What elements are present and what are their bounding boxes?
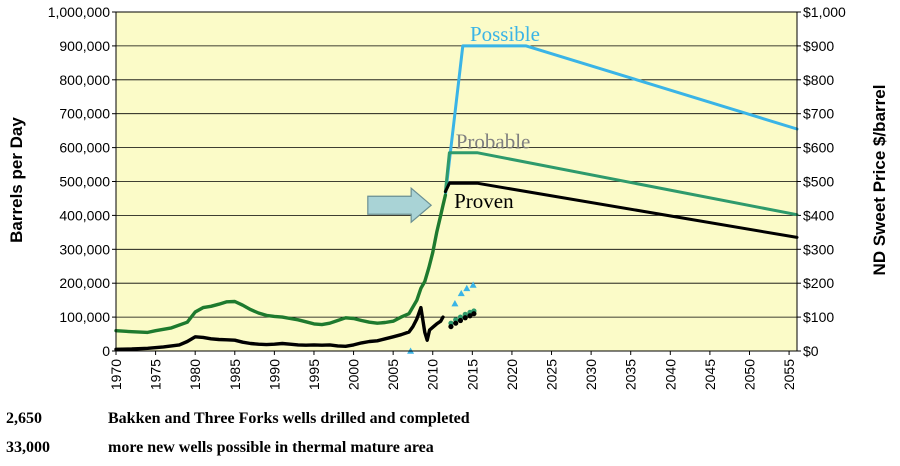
- right-tick-label: $300: [803, 241, 834, 257]
- left-axis-label: Barrels per Day: [7, 117, 26, 243]
- note-wells-possible-number: 33,000: [6, 439, 50, 456]
- series-7-point: [471, 311, 477, 317]
- right-tick-label: $100: [803, 309, 834, 325]
- right-tick-label: $500: [803, 174, 834, 190]
- right-tick-label: $700: [803, 106, 834, 122]
- series-1-line: [443, 151, 799, 217]
- right-axis-label: ND Sweet Price $/barrel: [870, 85, 889, 276]
- left-tick-label: 300,000: [59, 241, 110, 257]
- right-tick-label: $0: [803, 343, 819, 359]
- x-tick-label: 2030: [583, 359, 599, 390]
- x-tick-label: 2035: [623, 359, 639, 390]
- series: [114, 44, 799, 354]
- series-5-point: [469, 281, 477, 288]
- note-wells-drilled: 2,650 Bakken and Three Forks wells drille…: [6, 410, 470, 428]
- x-tick-label: 2005: [385, 359, 401, 390]
- x-tick-label: 2000: [346, 359, 362, 390]
- series-7-point: [467, 313, 473, 319]
- plot-border: [115, 11, 798, 352]
- series-7-point: [453, 320, 459, 326]
- x-tick-label: 1970: [108, 359, 124, 390]
- series-3-line: [114, 193, 448, 335]
- arrow-mark: [367, 186, 433, 224]
- x-tick-label: 2040: [662, 359, 678, 390]
- left-axis-ticks: 0 100,000 200,000 300,000 400,000 500,000 600,…: [48, 4, 116, 359]
- series-label-proven: Proven: [454, 189, 514, 213]
- x-tick-label: 2025: [544, 359, 560, 390]
- note-wells-possible-text: more new wells possible in thermal matur…: [108, 439, 434, 456]
- left-tick-label: 400,000: [59, 207, 110, 223]
- chart: 0 100,000 200,000 300,000 400,000 500,000 600,…: [7, 4, 889, 390]
- right-axis-ticks: $0 $100 $200 $300 $400 $500 $600 $700 $800 $900 $1…: [797, 4, 846, 359]
- series-labels: Possible Probable Proven: [454, 22, 540, 213]
- x-tick-label: 1975: [148, 359, 164, 390]
- x-tick-label: 1980: [187, 359, 203, 390]
- gridlines: [116, 45, 797, 318]
- note-wells-possible: 33,000 more new wells possible in thermal…: [6, 439, 434, 457]
- right-tick-label: $400: [803, 207, 834, 223]
- left-tick-label: 700,000: [59, 106, 110, 122]
- left-tick-label: 600,000: [59, 140, 110, 156]
- series-7-point: [448, 323, 454, 330]
- x-tick-label: 2020: [504, 359, 520, 390]
- right-tick-label: $1,000: [803, 4, 846, 20]
- left-tick-label: 500,000: [59, 174, 110, 190]
- series-5-point: [451, 300, 459, 307]
- note-wells-drilled-text: Bakken and Three Forks wells drilled and…: [108, 410, 470, 427]
- x-tick-label: 1995: [306, 359, 322, 390]
- series-5-point: [457, 289, 465, 297]
- series-label-possible: Possible: [470, 22, 540, 46]
- x-tick-label: 2010: [425, 359, 441, 390]
- x-tick-label: 2055: [781, 359, 797, 390]
- note-wells-drilled-number: 2,650: [6, 410, 42, 427]
- series-4-line: [114, 305, 445, 351]
- series-0-line: [443, 44, 799, 197]
- left-tick-label: 1,000,000: [48, 4, 110, 20]
- left-tick-label: 900,000: [59, 38, 110, 54]
- series-7-point: [457, 317, 464, 324]
- left-tick-label: 0: [102, 343, 110, 359]
- right-tick-label: $600: [803, 140, 834, 156]
- left-tick-label: 100,000: [59, 309, 110, 325]
- right-tick-label: $200: [803, 275, 834, 291]
- right-tick-label: $900: [803, 38, 834, 54]
- right-tick-label: $800: [803, 72, 834, 88]
- x-tick-label: 2015: [464, 359, 480, 390]
- arrow-annotation: [367, 186, 433, 224]
- x-tick-label: 2045: [702, 359, 718, 390]
- series-2-line: [443, 181, 799, 239]
- x-tick-label: 1985: [227, 359, 243, 390]
- x-axis-ticks: 1970 1975 1980 1985 1990 1995 2000 2005 2010 2015…: [108, 351, 797, 390]
- series-label-probable: Probable: [456, 129, 531, 153]
- series-5-point: [463, 284, 471, 292]
- x-tick-label: 1990: [266, 359, 282, 390]
- series-7-point: [462, 315, 468, 321]
- x-tick-label: 2050: [741, 359, 757, 390]
- left-tick-label: 200,000: [59, 275, 110, 291]
- left-tick-label: 800,000: [59, 72, 110, 88]
